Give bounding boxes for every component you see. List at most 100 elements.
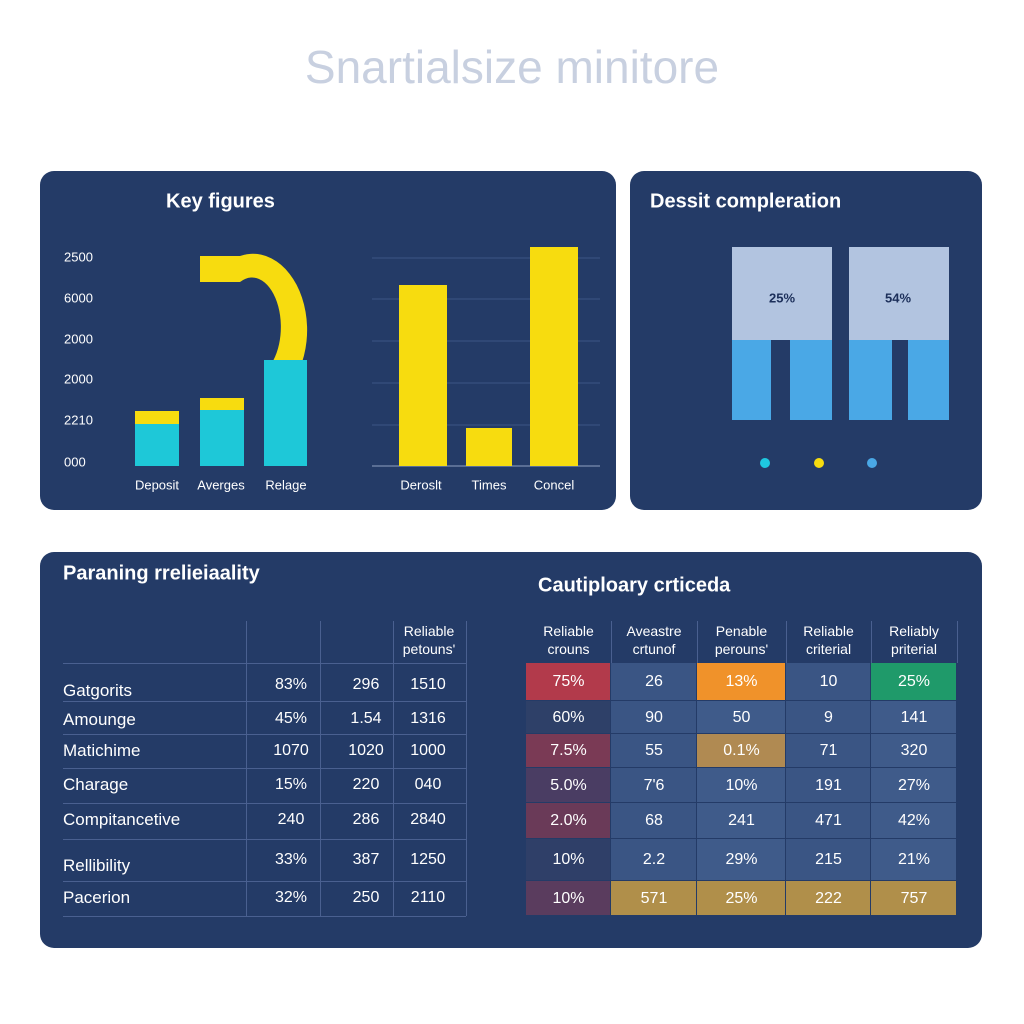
table-cell <box>871 734 956 767</box>
table-cell <box>786 734 870 767</box>
cell-text: 250 <box>352 889 380 906</box>
x-tick-label: Times <box>472 477 507 492</box>
cell-text: 29% <box>725 851 758 868</box>
cell-text: 571 <box>640 889 668 907</box>
column-header: Aveastre crtunof <box>626 623 682 657</box>
table-cell <box>871 701 956 733</box>
table-cell <box>526 881 610 915</box>
table-cell <box>697 881 785 915</box>
cell-text: 1250 <box>410 851 446 868</box>
cell-text: 21% <box>897 851 931 868</box>
row-line <box>63 734 466 735</box>
column-header: Reliable crouns <box>543 623 594 657</box>
row-line <box>63 663 466 664</box>
cell-text: 32% <box>274 889 308 906</box>
col-line <box>786 621 787 663</box>
cell-text: 7.5% <box>550 742 587 759</box>
bar <box>530 247 578 466</box>
cell-text: 10 <box>819 673 838 690</box>
row-line <box>63 768 466 769</box>
row-label: Amounge <box>63 710 136 729</box>
cell-text: 2.0% <box>550 812 587 829</box>
table-cell <box>611 803 696 838</box>
table-cell <box>611 881 696 915</box>
cell-text: 320 <box>900 742 928 759</box>
table-cell <box>611 701 696 733</box>
cell-text: 1.54 <box>350 710 382 727</box>
row-label: Matichime <box>63 741 141 760</box>
y-tick-label: 2210 <box>64 412 93 427</box>
cell-text: 50 <box>732 708 751 726</box>
cell-text: 15% <box>274 776 308 793</box>
col-line <box>871 621 872 663</box>
block-label: 54% <box>885 290 911 305</box>
col-line <box>957 621 958 663</box>
table-title: Paraning rrelieiaality <box>63 562 260 585</box>
table-cell <box>611 768 696 802</box>
cell-text: 68 <box>645 812 663 829</box>
cell-text: 90 <box>645 708 663 726</box>
cell-text: 5.0% <box>550 776 587 794</box>
table-cell <box>697 839 785 880</box>
bar <box>135 411 179 424</box>
col-line <box>246 621 247 916</box>
cell-text: 387 <box>352 851 380 868</box>
col-line <box>393 621 394 916</box>
row-line <box>63 803 466 804</box>
col-line <box>466 621 467 916</box>
row-label: Charage <box>63 775 129 794</box>
cell-text: 60% <box>552 708 585 726</box>
cell-text: 75% <box>552 673 585 690</box>
cell-text: 240 <box>277 811 305 828</box>
cell-text: 1070 <box>273 742 309 759</box>
column-header: Reliable criterial <box>803 623 854 657</box>
table-cell <box>786 881 870 915</box>
cell-text: 220 <box>352 776 380 793</box>
bar <box>200 398 244 410</box>
table-cell <box>871 803 956 838</box>
table-cell <box>611 839 696 880</box>
bar <box>466 428 512 466</box>
table-cell <box>871 663 956 700</box>
cell-text: 1510 <box>410 676 446 693</box>
column-header: Reliably priterial <box>889 623 939 657</box>
row-label: Compitancetive <box>63 810 181 829</box>
bar <box>399 285 447 466</box>
cell-text: 191 <box>815 776 842 794</box>
row-line <box>63 701 466 702</box>
bar <box>264 360 307 466</box>
table-cell <box>871 839 956 880</box>
cell-text: 10% <box>552 889 585 907</box>
y-tick-label: 2000 <box>64 371 93 386</box>
cell-text: 1316 <box>410 710 446 727</box>
cell-text: 7'6 <box>643 776 665 794</box>
col-line <box>697 621 698 663</box>
cell-text: 222 <box>815 889 842 907</box>
table-cell <box>526 701 610 733</box>
charts: 2500 6000 2000 2000 2210 000 Deposit Averges Rel… <box>64 171 982 510</box>
bar <box>200 410 244 466</box>
table-cell <box>526 663 610 700</box>
y-tick-label: 000 <box>64 454 86 469</box>
block-label: 25% <box>769 290 795 305</box>
cell-text: 42% <box>897 812 931 829</box>
table-cell <box>786 663 870 700</box>
card-title: Dessit compleration <box>650 190 842 213</box>
cell-text: 1000 <box>410 742 446 759</box>
cell-text: 286 <box>352 811 380 828</box>
cell-text: 9 <box>824 708 833 726</box>
cell-text: 0.1% <box>723 742 760 759</box>
cell-text: 2110 <box>410 889 446 906</box>
cell-text: 296 <box>352 676 380 693</box>
table-cell <box>871 768 956 802</box>
cell-text: 71 <box>819 742 838 759</box>
cell-text: 10% <box>552 851 585 868</box>
cell-text: 27% <box>897 776 931 794</box>
table-cell <box>526 768 610 802</box>
cell-text: 45% <box>274 710 308 727</box>
block <box>732 247 832 340</box>
table-cell <box>697 768 785 802</box>
table-cell <box>697 663 785 700</box>
row-line <box>63 881 466 882</box>
